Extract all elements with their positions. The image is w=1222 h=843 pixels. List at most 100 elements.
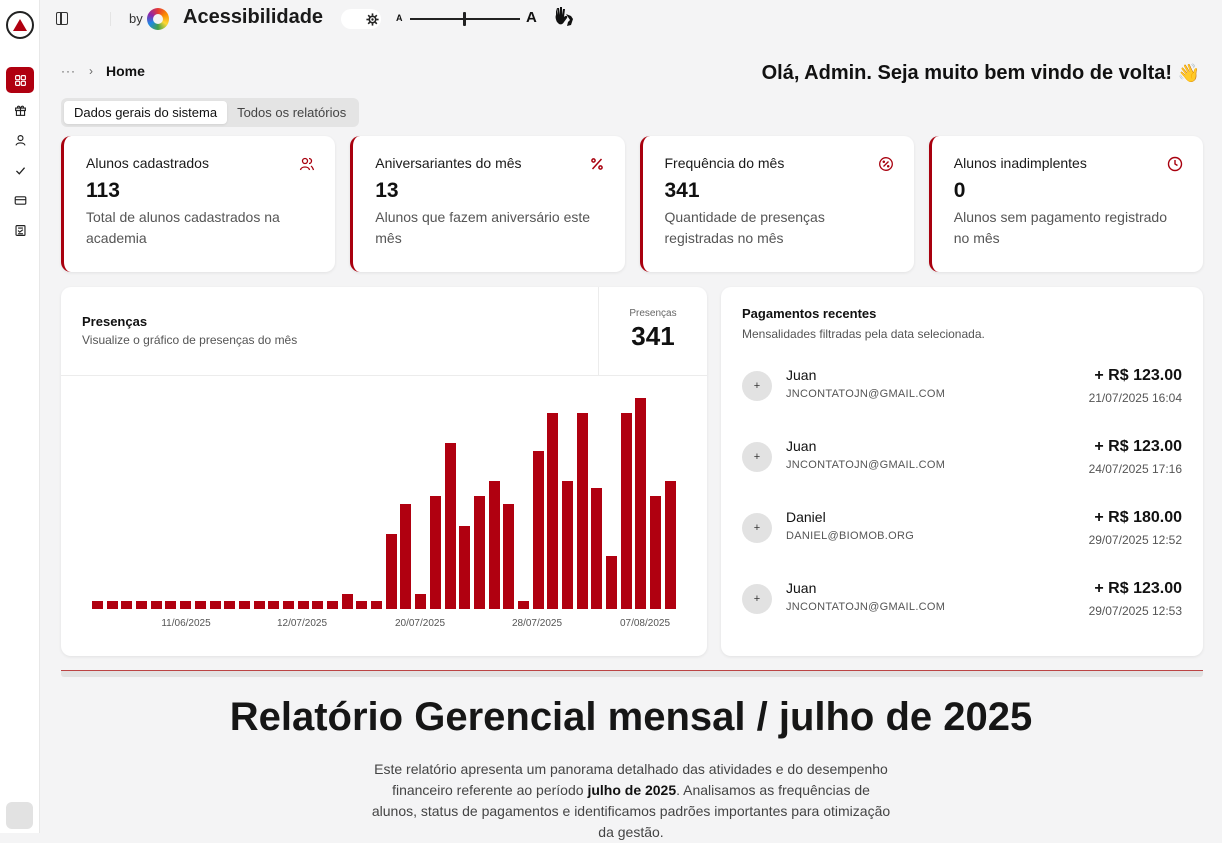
chart-bar[interactable]: [371, 601, 383, 609]
tab-dados-gerais[interactable]: Dados gerais do sistema: [64, 101, 228, 124]
sidebar-item-reports[interactable]: [6, 217, 34, 243]
sidebar-item-students[interactable]: [6, 127, 34, 153]
payment-row[interactable]: + Juan JNCONTATOJN@GMAIL.COM + R$ 123.00…: [742, 578, 1182, 649]
chart-bar[interactable]: [282, 601, 294, 609]
chart-header: Presenças Visualize o gráfico de presenç…: [61, 287, 707, 376]
chart-bar[interactable]: [517, 601, 529, 609]
chart-bar[interactable]: [415, 593, 427, 609]
x-tick-label: 20/07/2025: [394, 618, 446, 629]
theme-toggle[interactable]: [341, 9, 381, 29]
chart-bar[interactable]: [165, 601, 177, 609]
chart-bar[interactable]: [327, 601, 338, 609]
chart-bar[interactable]: [238, 601, 250, 609]
chart-bar[interactable]: [503, 503, 515, 609]
chart-bar[interactable]: [150, 601, 162, 609]
payer-email: JNCONTATOJN@GMAIL.COM: [786, 601, 946, 613]
chart-bar[interactable]: [606, 556, 618, 609]
report-intro: Este relatório apresenta um panorama det…: [370, 759, 892, 843]
chart-bar[interactable]: [136, 601, 148, 609]
chart-bar[interactable]: [459, 526, 471, 609]
sidebar-item-birthdays[interactable]: [6, 97, 34, 123]
chart-bar[interactable]: [253, 601, 265, 609]
gift-icon: [14, 105, 26, 116]
card-description: Total de alunos cadastrados na academia: [86, 209, 280, 246]
breadcrumb-ellipsis[interactable]: ···: [61, 64, 76, 78]
chart-bar[interactable]: [635, 398, 647, 609]
sidebar-item-payments[interactable]: [6, 187, 34, 213]
payer-email: DANIEL@BIOMOB.ORG: [786, 530, 915, 542]
report-text-part: Este relatório apresenta um panorama det…: [374, 761, 888, 798]
payer-name: Daniel: [786, 509, 826, 525]
tab-list: Dados gerais do sistema Todos os relatór…: [61, 98, 360, 127]
chart-bar[interactable]: [297, 601, 309, 609]
chart-bar[interactable]: [106, 601, 118, 609]
chart-bar[interactable]: [400, 503, 412, 609]
app-logo[interactable]: [6, 11, 34, 39]
chart-bar[interactable]: [473, 496, 485, 609]
credit-card-icon: [14, 195, 26, 205]
report-title: Relatório Gerencial mensal / julho de 20…: [229, 695, 1033, 739]
welcome-text: Olá, Admin. Seja muito bem vindo de volt…: [761, 62, 1173, 84]
chart-bar[interactable]: [429, 496, 441, 609]
chart-bar[interactable]: [488, 480, 500, 609]
grid-icon: [14, 74, 26, 86]
chart-bar[interactable]: [341, 593, 353, 609]
chart-bar[interactable]: [209, 601, 221, 609]
chart-bar[interactable]: [312, 601, 324, 609]
font-size-increase-label: A: [526, 9, 537, 26]
chevron-right-icon: ›: [89, 64, 93, 78]
chart-bar[interactable]: [562, 480, 573, 609]
hand-sign-icon[interactable]: [552, 5, 576, 35]
payments-list: + Juan JNCONTATOJN@GMAIL.COM + R$ 123.00…: [742, 365, 1182, 649]
sun-gear-icon: [363, 10, 381, 28]
payer-email: JNCONTATOJN@GMAIL.COM: [786, 459, 946, 471]
chart-bar[interactable]: [121, 601, 133, 609]
user-menu-button[interactable]: [6, 802, 33, 829]
font-size-slider[interactable]: [410, 12, 520, 26]
chart-bar[interactable]: [268, 601, 280, 609]
payment-date: 21/07/2025 16:04: [1088, 391, 1182, 405]
payer-name: Juan: [786, 367, 817, 383]
chart-bar[interactable]: [385, 533, 397, 609]
divider: [110, 12, 111, 26]
payments-subtitle: Mensalidades filtradas pela data selecio…: [742, 327, 985, 341]
payer-email: JNCONTATOJN@GMAIL.COM: [786, 388, 946, 400]
chart-bar[interactable]: [547, 413, 559, 609]
chart-bar[interactable]: [224, 601, 236, 609]
card-title: Aniversariantes do mês: [375, 155, 522, 171]
x-tick-label: 07/08/2025: [619, 618, 671, 629]
payer-name: Juan: [786, 438, 817, 454]
stat-cards: Alunos cadastrados 113 Total de alunos c…: [61, 136, 1203, 272]
chart-bar[interactable]: [532, 450, 544, 609]
card-title: Alunos cadastrados: [86, 155, 209, 171]
sidebar-item-attendance[interactable]: [6, 157, 34, 183]
sidebar-item-dashboard[interactable]: [6, 67, 34, 93]
sidebar-toggle-icon[interactable]: [56, 12, 68, 25]
avatar: +: [742, 442, 772, 472]
payment-row[interactable]: + Juan JNCONTATOJN@GMAIL.COM + R$ 123.00…: [742, 436, 1182, 507]
x-axis-labels: 11/06/2025 12/07/2025 20/07/2025 28/07/2…: [61, 618, 707, 634]
user-icon: [14, 134, 26, 146]
payment-row[interactable]: + Daniel DANIEL@BIOMOB.ORG + R$ 180.00 2…: [742, 507, 1182, 578]
chart-bar[interactable]: [180, 601, 192, 609]
chart-bar[interactable]: [664, 480, 676, 609]
chart-bar[interactable]: [356, 601, 368, 609]
font-size-slider-thumb[interactable]: [463, 12, 466, 26]
chart-bar[interactable]: [444, 443, 456, 609]
chart-bar[interactable]: [650, 496, 662, 609]
chart-bar[interactable]: [92, 601, 103, 609]
chart-bar[interactable]: [591, 488, 603, 609]
sidebar: [0, 0, 40, 833]
chart-bar[interactable]: [576, 413, 588, 609]
chart-bar[interactable]: [620, 413, 632, 609]
payment-row[interactable]: + Juan JNCONTATOJN@GMAIL.COM + R$ 123.00…: [742, 365, 1182, 436]
breadcrumb-current: Home: [106, 63, 145, 79]
accessibility-logo-icon: [147, 8, 169, 30]
chart-total-stat[interactable]: Presenças 341: [598, 287, 707, 376]
card-alunos-cadastrados: Alunos cadastrados 113 Total de alunos c…: [61, 136, 336, 272]
card-inadimplentes: Alunos inadimplentes 0 Alunos sem pagame…: [928, 136, 1203, 272]
tab-todos-relatorios[interactable]: Todos os relatórios: [237, 105, 347, 120]
x-tick-label: 12/07/2025: [276, 618, 328, 629]
x-tick-label: 28/07/2025: [511, 618, 563, 629]
chart-bar[interactable]: [194, 601, 206, 609]
